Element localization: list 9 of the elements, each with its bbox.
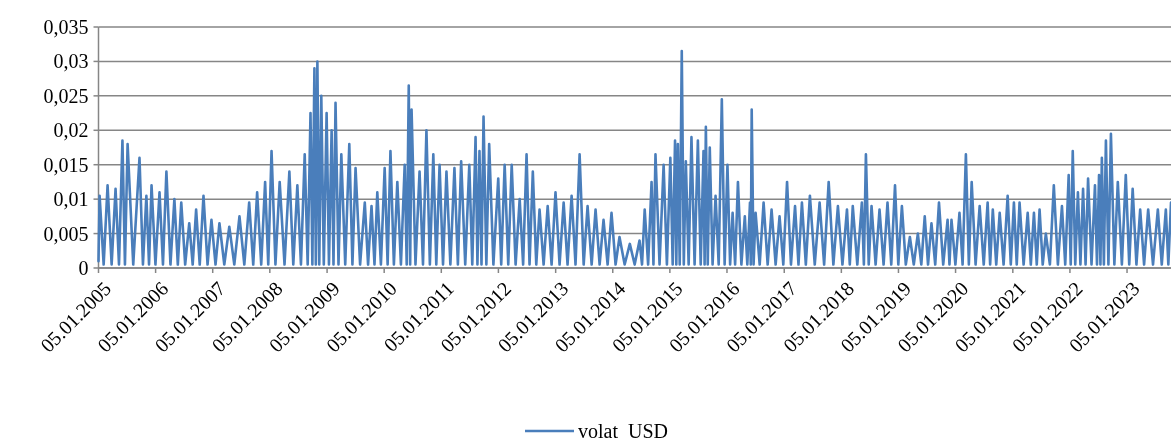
y-tick-label: 0,005: [43, 222, 89, 245]
y-tick-label: 0,015: [43, 153, 89, 176]
y-tick-label: 0,03: [53, 50, 89, 73]
y-tick-label: 0,02: [53, 119, 89, 142]
y-tick-label: 0,035: [43, 16, 89, 38]
y-tick-label: 0: [78, 257, 89, 279]
legend-label: volat USD: [578, 420, 668, 441]
y-tick-label: 0,01: [53, 188, 89, 211]
y-tick-label: 0,025: [43, 84, 89, 107]
